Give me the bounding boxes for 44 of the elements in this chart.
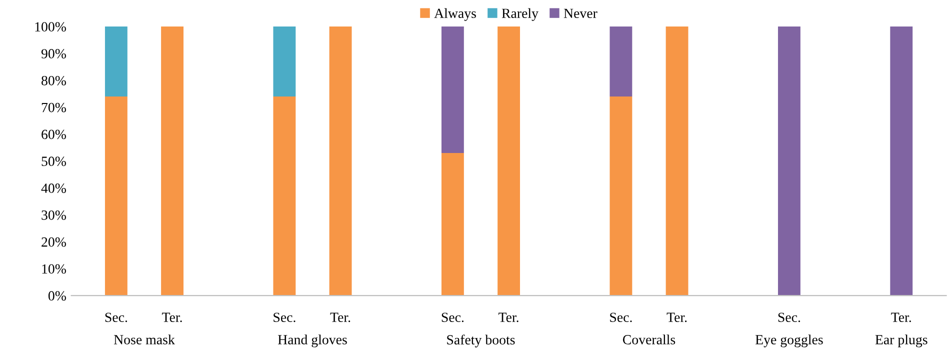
y-tick-label: 90% [41,49,66,58]
bar [498,26,520,296]
x-tick-label: Sec. [105,312,128,322]
bar [441,26,464,153]
bar [161,26,184,296]
y-tick-label: 10% [42,264,66,274]
y-tick-label: 60% [42,130,66,140]
y-tick-label: 70% [42,102,66,112]
x-tick-label: Ter. [162,312,182,322]
x-tick-label: Sec. [442,312,464,322]
bar [610,26,632,96]
y-tick-label: 80% [42,76,66,86]
bar [441,153,464,296]
bar [104,26,128,96]
text: Ear plugs [875,334,928,348]
y-tick-label: 30% [42,210,66,220]
text: Safety boots [447,334,515,348]
bar [329,26,352,296]
y-tick-label: 50% [42,156,66,166]
x-tick-label: Ter. [330,312,350,322]
bar [778,26,800,296]
x-tick-label: Sec. [274,312,296,322]
text: Nose mask [114,334,175,344]
y-tick-label: 40% [41,184,66,193]
y-tick-label: 0% [48,291,66,301]
x-tick-label: Sec. [778,312,800,322]
y-tick-label: 20% [42,237,66,247]
text: Hand gloves [278,334,347,348]
bar [666,26,688,296]
x-tick-label: Ter. [498,312,518,322]
legend-label: Rarely [502,8,538,21]
x-tick-label: Ter. [666,312,687,322]
legend-label: Never [564,8,598,18]
bar [273,26,296,96]
bar [273,96,296,296]
text: Eye goggles [755,334,823,348]
x-tick-label: Sec. [610,312,632,322]
bar [890,26,913,296]
text: Coveralls [622,334,676,344]
y-tick-label: 100% [35,22,66,32]
bar [610,96,632,296]
x-tick-label: Ter. [891,312,911,322]
bar [104,96,128,296]
legend-label: Always [434,8,476,21]
